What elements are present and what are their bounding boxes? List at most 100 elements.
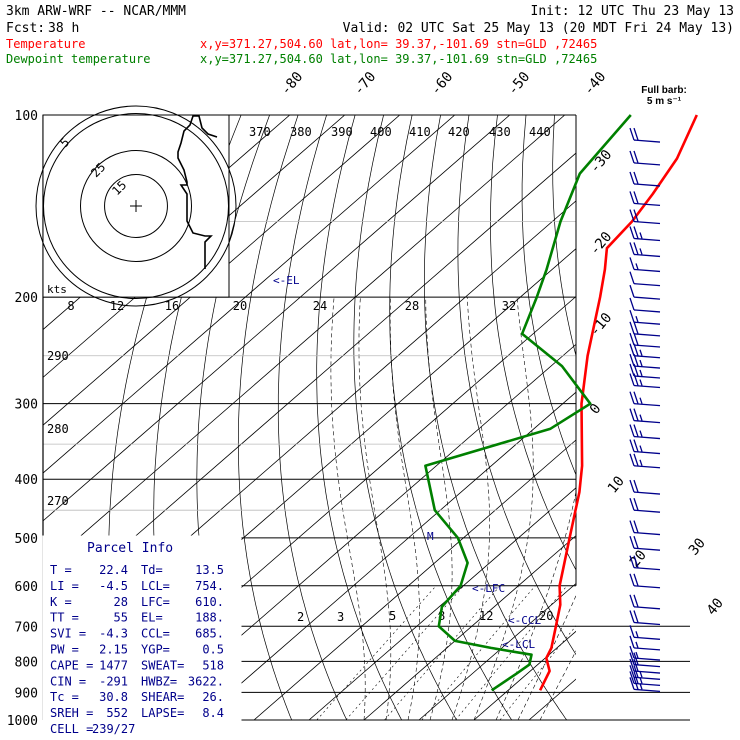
- theta-tick-label: 280: [47, 422, 69, 436]
- wind-barb-staff: [633, 237, 661, 242]
- wind-barb-flag: [629, 209, 635, 222]
- wind-barb-flag: [629, 297, 635, 311]
- mixing-top-marker: M: [427, 530, 434, 543]
- pressure-tick-label: 300: [15, 398, 38, 413]
- wind-barb: [629, 652, 661, 668]
- parcel-row-value: 188.: [195, 611, 224, 625]
- parcel-row-label: LAPSE=: [141, 706, 184, 720]
- wind-barb-flag: [633, 665, 639, 678]
- wind-barb: [629, 479, 661, 495]
- wind-barb-flag: [633, 652, 639, 665]
- parcel-row-value: 30.8: [99, 690, 128, 704]
- wind-barb-staff: [633, 657, 661, 661]
- wind-barb-flag: [629, 625, 635, 638]
- hodograph-speed-label: 24: [313, 299, 327, 313]
- hodograph-speed-label: 20: [233, 299, 247, 313]
- parcel-row-label: PW =: [50, 643, 79, 657]
- wind-barb: [629, 321, 661, 337]
- wind-barb-flag: [629, 535, 635, 549]
- wind-barb-flag: [629, 594, 635, 608]
- wind-barb: [629, 645, 661, 661]
- wind-barbs: [629, 127, 661, 693]
- parcel-row-value: 610.: [195, 595, 224, 609]
- wind-barb-flag: [629, 497, 635, 511]
- hodograph-ring: [80, 150, 192, 262]
- wind-barb-flag: [629, 610, 635, 623]
- hodograph-speed-label: 12: [110, 299, 124, 313]
- wind-barb: [629, 665, 661, 680]
- parcel-row-value: 239/27: [92, 722, 135, 736]
- theta-labels: 370 380 390 400 410 420 430 440 290 280 270: [47, 125, 551, 508]
- wind-barb-flag: [639, 683, 643, 690]
- wind-barb-flag: [633, 555, 639, 568]
- el-marker: <-EL: [273, 274, 300, 287]
- wind-barb-staff: [633, 282, 661, 287]
- wind-barb-flag: [635, 315, 639, 323]
- wind-barb-flag: [639, 232, 643, 239]
- wind-barb-staff: [633, 253, 661, 258]
- wind-barb-flag: [633, 520, 639, 533]
- forecast-label: Fcst:: [6, 21, 45, 36]
- mixing-ratio-tick-label: 20: [539, 609, 553, 623]
- wind-barb-flag: [629, 658, 635, 672]
- temperature-profile: [538, 114, 698, 691]
- wind-barb-flag: [639, 414, 643, 421]
- hodograph-ring: [104, 174, 168, 238]
- wind-barb-flag: [629, 309, 635, 323]
- wind-barb-staff: [633, 355, 661, 359]
- isotherm-line: [363, 535, 576, 720]
- parcel-info-title: Parcel Info: [87, 541, 173, 556]
- theta-tick-label: 390: [331, 125, 353, 139]
- wind-barb-staff: [633, 419, 661, 424]
- parcel-row-label: CCL=: [141, 627, 170, 641]
- wind-barb-staff: [633, 344, 661, 348]
- isotherm-line: [43, 115, 401, 426]
- wind-barb-flag: [629, 408, 635, 421]
- wind-barb-flag: [629, 332, 635, 346]
- parcel-row-label: SVI =: [50, 627, 86, 641]
- legend-dewpoint-info: x,y=371.27,504.60 lat,lon= 39.37,-101.69…: [200, 52, 597, 66]
- hodograph-speed-label: 28: [405, 299, 419, 313]
- mixing-ratio-line: [384, 585, 501, 720]
- wind-barb-flag: [629, 424, 635, 437]
- mixing-ratio-tick-label: 12: [479, 609, 493, 623]
- isotherm-line: [43, 152, 576, 618]
- wind-barb-staff: [633, 202, 661, 207]
- wind-barb-staff: [633, 531, 661, 536]
- wind-barb: [629, 658, 661, 674]
- dewpoint-profile: [424, 114, 632, 692]
- parcel-row-value: 28: [114, 595, 128, 609]
- parcel-row-label: HWBZ=: [141, 674, 177, 688]
- pressure-tick-label: 600: [15, 580, 38, 595]
- wind-barb-flag: [633, 373, 639, 386]
- wind-barb: [629, 408, 661, 424]
- wind-barb-flag: [629, 271, 635, 284]
- wind-barb-staff: [633, 585, 661, 589]
- barb-key-title: Full barb:: [641, 85, 687, 96]
- wind-barb: [629, 226, 661, 242]
- lfc-marker: <-LFC: [472, 582, 505, 595]
- model-title: 3km ARW-WRF -- NCAR/MMM: [6, 4, 186, 19]
- valid-time: Valid: 02 UTC Sat 25 May 13 (20 MDT Fri …: [343, 21, 734, 36]
- wind-barb-flag: [629, 665, 635, 678]
- wind-barb-staff: [633, 450, 661, 455]
- hodograph-speed-label: 32: [502, 299, 516, 313]
- parcel-row-value: 55: [114, 611, 128, 625]
- wind-barb-staff: [633, 139, 661, 143]
- hodograph-trace: [177, 115, 218, 269]
- parcel-row-label: SREH =: [50, 706, 93, 720]
- wind-barb-flag: [639, 671, 643, 678]
- wind-barb-staff: [633, 636, 661, 640]
- wind-barb: [629, 424, 661, 440]
- wind-barb: [629, 297, 661, 313]
- pressure-tick-label: 900: [15, 686, 38, 701]
- parcel-row-value: 685.: [195, 627, 224, 641]
- wind-barb-flag: [633, 453, 639, 466]
- wind-barb: [629, 353, 661, 369]
- wind-barb-flag: [629, 671, 635, 684]
- parcel-info-panel: [42, 535, 242, 731]
- wind-barb-flag: [633, 353, 639, 367]
- pressure-tick-label: 800: [15, 655, 38, 670]
- wind-barb-flag: [629, 127, 635, 141]
- wind-barb-flag: [639, 430, 643, 437]
